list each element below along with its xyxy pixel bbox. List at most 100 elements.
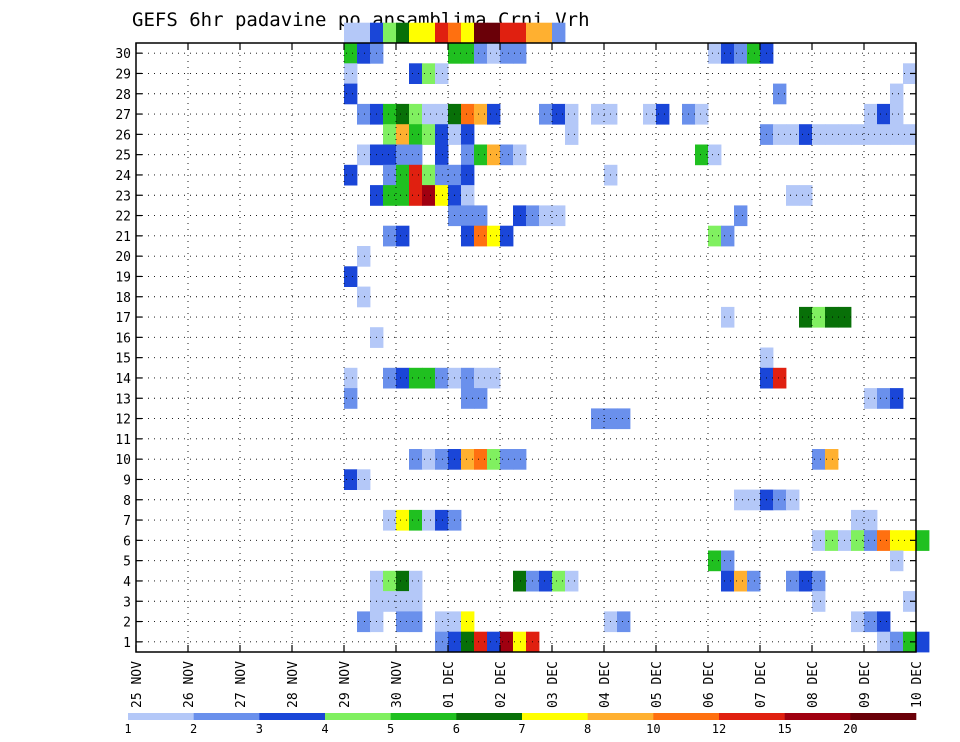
heatmap-cell bbox=[877, 530, 891, 551]
heatmap-cell bbox=[435, 164, 449, 186]
heatmap-cell bbox=[474, 144, 488, 166]
heatmap-cell bbox=[461, 611, 475, 633]
heatmap-cell bbox=[409, 367, 423, 389]
heatmap-cell bbox=[422, 185, 436, 206]
y-tick-label: 3 bbox=[123, 595, 131, 610]
heatmap-cell bbox=[409, 103, 423, 125]
colorbar-label: 12 bbox=[712, 722, 726, 736]
heatmap-cell bbox=[539, 22, 553, 44]
colorbar-swatch bbox=[193, 713, 260, 720]
heatmap-cell bbox=[487, 43, 501, 64]
heatmap-cell bbox=[721, 306, 735, 328]
heatmap-cell bbox=[708, 550, 722, 572]
y-tick-label: 22 bbox=[115, 210, 131, 225]
heatmap-cell bbox=[461, 449, 475, 470]
heatmap-cell bbox=[409, 509, 423, 531]
heatmap-cell bbox=[864, 103, 878, 125]
y-tick-label: 10 bbox=[115, 453, 131, 468]
y-tick-label: 5 bbox=[123, 555, 131, 570]
heatmap-cell bbox=[422, 509, 436, 531]
heatmap-cell bbox=[500, 22, 514, 44]
heatmap-cell bbox=[344, 63, 358, 84]
x-tick-label: 06 DEC bbox=[702, 661, 717, 708]
heatmap-cell bbox=[383, 164, 397, 186]
heatmap-cell bbox=[435, 22, 449, 44]
heatmap-cell bbox=[357, 144, 371, 166]
heatmap-cell bbox=[461, 185, 475, 206]
heatmap-cell bbox=[461, 103, 475, 125]
y-tick-label: 21 bbox=[115, 230, 131, 245]
colorbar-swatch bbox=[587, 713, 654, 720]
heatmap-cell bbox=[435, 449, 449, 470]
heatmap-cell bbox=[513, 144, 527, 166]
heatmap-cell bbox=[344, 164, 358, 186]
heatmap-cell bbox=[383, 570, 397, 592]
heatmap-cell bbox=[461, 43, 475, 64]
heatmap-cell bbox=[864, 611, 878, 633]
heatmap-cell bbox=[357, 286, 371, 308]
heatmap-cell bbox=[617, 408, 631, 430]
heatmap-cell bbox=[565, 124, 579, 145]
y-tick-label: 25 bbox=[115, 149, 131, 164]
heatmap-cell bbox=[500, 225, 514, 247]
heatmap-cell bbox=[500, 43, 514, 64]
heatmap-cell bbox=[812, 449, 826, 470]
heatmap-cell bbox=[383, 124, 397, 145]
y-tick-label: 23 bbox=[115, 189, 131, 204]
x-tick-label: 28 NOV bbox=[286, 661, 301, 708]
x-tick-label: 04 DEC bbox=[598, 661, 613, 708]
x-tick-label: 02 DEC bbox=[494, 661, 509, 708]
colorbar-swatch bbox=[259, 713, 326, 720]
x-tick-label: 01 DEC bbox=[442, 661, 457, 708]
heatmap-cell bbox=[461, 388, 475, 409]
y-tick-label: 8 bbox=[123, 494, 131, 509]
y-tick-label: 27 bbox=[115, 108, 131, 123]
y-tick-label: 16 bbox=[115, 331, 131, 346]
heatmap-cell bbox=[474, 22, 488, 44]
heatmap-cell bbox=[799, 306, 813, 328]
heatmap-cell bbox=[422, 63, 436, 84]
heatmap-cell bbox=[591, 408, 605, 430]
heatmap-cell bbox=[617, 611, 631, 633]
heatmap-cell bbox=[461, 124, 475, 145]
heatmap-cell bbox=[461, 367, 475, 389]
heatmap-cell bbox=[461, 205, 475, 227]
heatmap-cell bbox=[396, 144, 410, 166]
y-tick-label: 19 bbox=[115, 270, 131, 285]
heatmap-cell bbox=[903, 63, 917, 84]
heatmap-cell bbox=[565, 103, 579, 125]
heatmap-cell bbox=[500, 144, 514, 166]
heatmap-cell bbox=[799, 124, 813, 145]
colorbar-swatch bbox=[390, 713, 457, 720]
x-tick-label: 03 DEC bbox=[546, 661, 561, 708]
heatmap-cell bbox=[526, 22, 540, 44]
y-tick-label: 28 bbox=[115, 88, 131, 103]
colorbar: 1 2 3 4 5 6 7 8 10 12 15 20 bbox=[124, 713, 917, 736]
colorbar-swatch bbox=[719, 713, 785, 720]
heatmap-cell bbox=[474, 225, 488, 247]
heatmap-cell bbox=[513, 631, 527, 653]
heatmap-cell bbox=[500, 631, 514, 653]
heatmap-cell bbox=[474, 631, 488, 653]
heatmap-cell bbox=[344, 469, 358, 490]
y-tick-label: 26 bbox=[115, 128, 131, 143]
heatmap-cell bbox=[461, 164, 475, 186]
colorbar-swatch bbox=[522, 713, 588, 720]
heatmap-cell bbox=[903, 124, 917, 145]
heatmap-cell bbox=[461, 144, 475, 166]
colorbar-label: 5 bbox=[387, 722, 394, 736]
colorbar-swatch bbox=[456, 713, 523, 720]
heatmap-cell bbox=[461, 631, 475, 653]
x-tick-label: 27 NOV bbox=[234, 661, 249, 708]
heatmap-cell bbox=[487, 225, 501, 247]
heatmap-cell bbox=[474, 103, 488, 125]
heatmap-cell bbox=[409, 164, 423, 186]
heatmap-cell bbox=[487, 144, 501, 166]
heatmap-cell bbox=[903, 631, 917, 653]
heatmap-cell bbox=[409, 124, 423, 145]
y-tick-label: 14 bbox=[115, 372, 131, 387]
heatmap-cell bbox=[695, 144, 709, 166]
heatmap-cell bbox=[435, 367, 449, 389]
heatmap-cell bbox=[747, 570, 761, 592]
colorbar-swatch bbox=[128, 713, 194, 720]
